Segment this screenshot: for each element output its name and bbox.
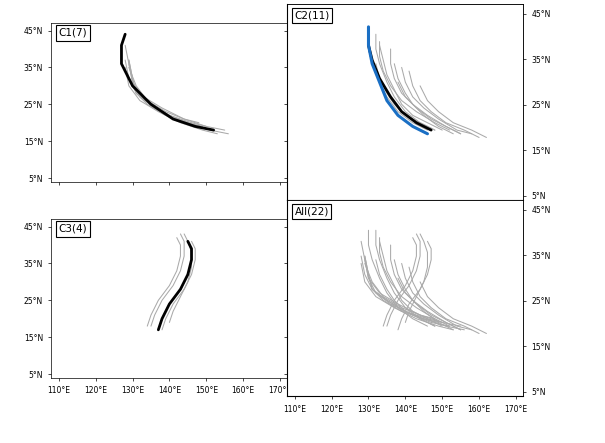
Text: C1(7): C1(7) xyxy=(59,28,87,38)
Text: All(22): All(22) xyxy=(295,206,329,216)
Text: C3(4): C3(4) xyxy=(59,224,87,234)
Text: C2(11): C2(11) xyxy=(295,10,330,20)
